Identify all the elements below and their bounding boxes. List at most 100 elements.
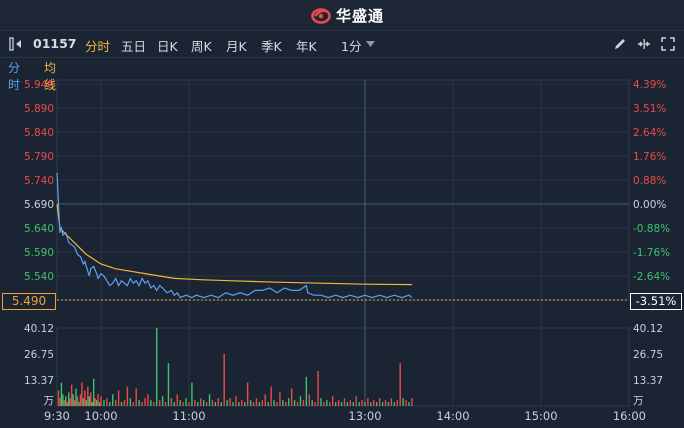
- tab-daily-k[interactable]: 日K: [157, 39, 178, 54]
- volume-bar: [69, 398, 71, 406]
- tab-intraday[interactable]: 分时: [85, 39, 111, 54]
- volume-bar: [59, 398, 61, 406]
- volume-bar: [90, 392, 92, 406]
- intraday-chart[interactable]: 5.940 5.890 5.840 5.790 5.740 5.690 5.640 5.590…: [0, 76, 684, 428]
- tab-quarterly-k[interactable]: 季K: [261, 39, 282, 54]
- volume-bar: [258, 402, 261, 406]
- volume-bar: [144, 398, 146, 406]
- volume-bar: [114, 400, 117, 406]
- chart-toolbar: 01157 分时 五日 日K 周K 月K 季K 年K 1分: [0, 31, 684, 58]
- volume-bar: [85, 400, 88, 406]
- volume-bar: [176, 394, 178, 406]
- volume-bar: [411, 398, 413, 406]
- volume-bar: [135, 388, 137, 406]
- volume-bar: [123, 400, 126, 406]
- brand-logo: 华盛通: [311, 5, 384, 25]
- price-tick-label: 5.540: [24, 271, 54, 283]
- volume-bar: [376, 402, 378, 406]
- legend-intraday[interactable]: 分时: [8, 61, 21, 92]
- volume-bar: [255, 398, 258, 406]
- volume-bar: [293, 400, 296, 406]
- volume-tick-label-right: 26.75: [633, 349, 663, 361]
- percent-tick-label: 2.64%: [633, 127, 666, 139]
- legend-average[interactable]: 均线: [44, 61, 57, 92]
- tab-yearly-k[interactable]: 年K: [296, 39, 317, 54]
- volume-bar: [279, 392, 281, 406]
- volume-bar: [373, 400, 375, 406]
- average-price-line: [56, 203, 412, 286]
- volume-bar: [261, 400, 264, 406]
- volume-tick-label: 13.37: [24, 375, 54, 387]
- volume-bar: [288, 398, 290, 406]
- volume-bar: [226, 400, 228, 406]
- chevron-down-icon[interactable]: [366, 41, 375, 47]
- volume-bar: [126, 386, 129, 406]
- volume-bar: [120, 402, 123, 406]
- volume-tick-label: 26.75: [24, 349, 54, 361]
- volume-bar: [79, 394, 82, 406]
- volume-bar: [164, 402, 167, 406]
- volume-bar: [340, 402, 343, 406]
- volume-bar: [270, 386, 272, 406]
- volume-bar: [75, 388, 77, 406]
- volume-bar: [97, 394, 99, 406]
- volume-bar: [150, 400, 152, 406]
- volume-bar: [381, 402, 384, 406]
- time-tick-label: 10:00: [84, 409, 117, 423]
- volume-bar: [326, 400, 328, 406]
- volume-bar: [217, 398, 220, 406]
- volume-bars: [57, 328, 413, 406]
- tab-weekly-k[interactable]: 周K: [191, 39, 212, 54]
- volume-bar: [65, 396, 67, 406]
- volume-bar: [205, 402, 208, 406]
- volume-bar: [282, 400, 284, 406]
- volume-bar: [223, 353, 225, 406]
- time-tick-label: 15:00: [524, 409, 557, 423]
- volume-bar: [95, 400, 98, 406]
- volume-bar: [343, 398, 346, 406]
- volume-bar: [317, 371, 319, 406]
- volume-bar: [62, 394, 64, 406]
- volume-bar: [60, 382, 63, 406]
- time-tick-label: 9:30: [44, 409, 70, 423]
- split-arrows-icon[interactable]: [637, 37, 651, 51]
- volume-bar: [361, 400, 363, 406]
- volume-bar: [367, 398, 369, 406]
- volume-bar: [188, 402, 190, 406]
- volume-axis: 40.12 40.12 26.75 26.75 13.37 13.37 万 万: [24, 323, 663, 407]
- volume-bar: [81, 382, 83, 406]
- percent-tick-label: -1.76%: [633, 247, 670, 259]
- top-bar: 华盛通: [0, 0, 684, 31]
- volume-bar: [311, 400, 313, 406]
- volume-bar: [132, 402, 134, 406]
- interval-select[interactable]: 1分: [341, 39, 362, 54]
- volume-bar: [72, 394, 74, 406]
- tab-monthly-k[interactable]: 月K: [226, 39, 247, 54]
- draw-pencil-icon[interactable]: [613, 37, 627, 51]
- volume-bar: [94, 398, 96, 406]
- volume-bar: [76, 396, 79, 406]
- volume-bar: [314, 402, 316, 406]
- volume-bar: [78, 402, 80, 406]
- volume-bar: [402, 398, 404, 406]
- volume-tick-label: 40.12: [24, 323, 54, 335]
- volume-tick-label-right: 13.37: [633, 375, 663, 387]
- volume-bar: [396, 400, 398, 406]
- current-change-tag: -3.51%: [630, 293, 682, 310]
- volume-bar: [63, 400, 66, 406]
- volume-bar: [109, 402, 111, 406]
- volume-tick-label: 万: [44, 395, 55, 407]
- tab-five-day[interactable]: 五日: [121, 39, 147, 54]
- panel-toggle-icon[interactable]: [9, 37, 23, 51]
- volume-bar: [147, 394, 149, 406]
- volume-bar: [296, 402, 299, 406]
- fullscreen-icon[interactable]: [661, 37, 675, 51]
- brand-mark-icon: [311, 8, 331, 24]
- volume-bar: [352, 402, 354, 406]
- volume-bar: [57, 390, 60, 406]
- price-tick-label: 5.740: [24, 175, 54, 187]
- volume-bar: [393, 402, 396, 406]
- volume-bar: [197, 402, 199, 406]
- volume-bar: [299, 396, 302, 406]
- stock-code: 01157: [33, 36, 77, 51]
